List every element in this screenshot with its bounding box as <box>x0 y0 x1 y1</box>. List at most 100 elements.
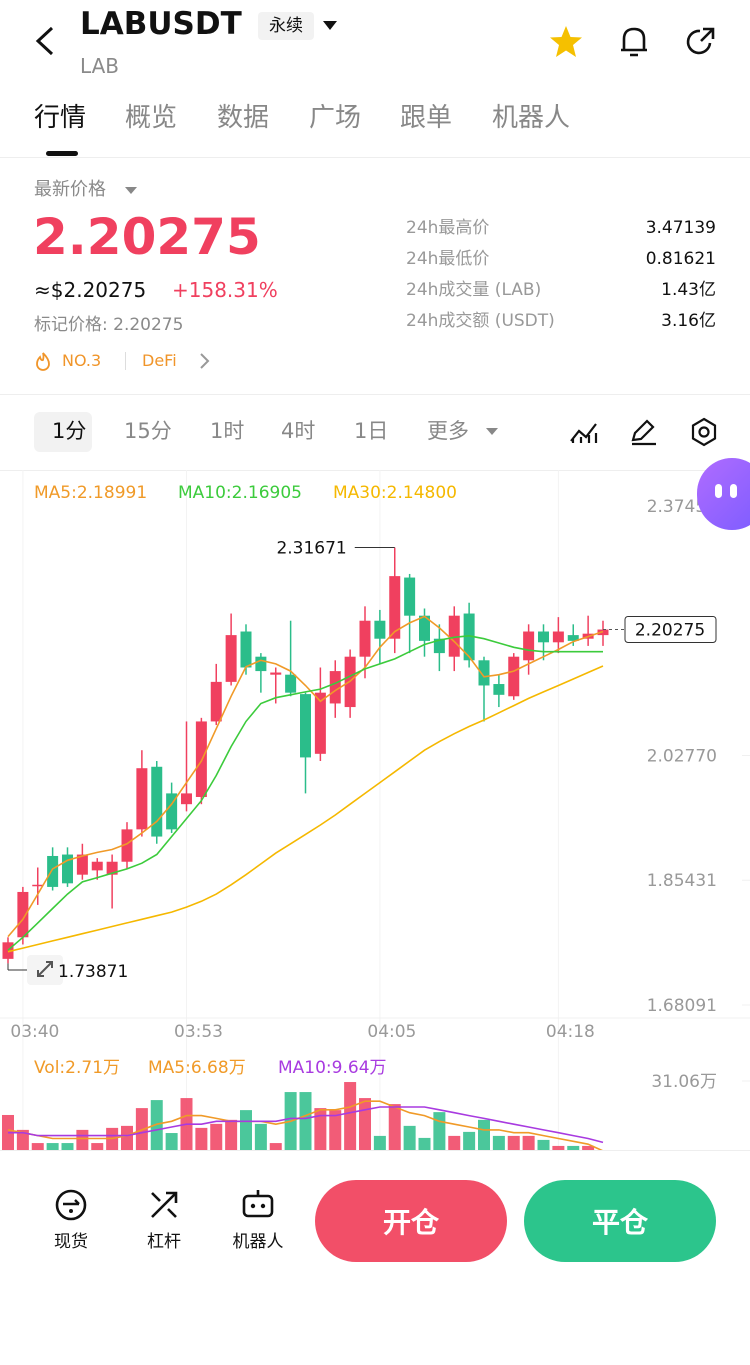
close-button[interactable]: 平仓 <box>524 1180 716 1262</box>
tab[interactable]: 概览 <box>125 103 178 133</box>
rank[interactable]: NO.3 <box>62 351 102 370</box>
stat-value: 3.47139 <box>645 218 716 238</box>
ma-line <box>7 615 604 938</box>
stat-label: 24h最高价 <box>406 218 490 238</box>
candle-body <box>508 656 520 697</box>
candle-body <box>433 638 445 654</box>
draw-icon[interactable] <box>629 418 659 446</box>
candle-body <box>463 613 475 661</box>
back-icon[interactable] <box>30 24 60 58</box>
tool-label[interactable]: 杠杆 <box>147 1232 181 1252</box>
interval[interactable]: 1日 <box>354 419 389 443</box>
candle-body <box>255 656 267 672</box>
volume-bar <box>567 1145 580 1150</box>
dropdown-icon[interactable] <box>322 20 338 32</box>
star-icon[interactable] <box>548 24 584 60</box>
price-change: +158.31% <box>172 278 278 302</box>
stat-label: 24h成交量 (LAB) <box>406 280 542 300</box>
candle-body <box>538 631 549 643</box>
last-price-box <box>624 616 717 644</box>
bot-icon[interactable] <box>240 1186 276 1222</box>
tab[interactable]: 数据 <box>217 103 270 133</box>
tab-indicator <box>46 151 78 156</box>
volume-legend: MA10:9.64万 <box>278 1058 387 1078</box>
interval[interactable]: 更多 <box>427 419 469 443</box>
divider <box>0 470 750 471</box>
y-tick-label: 31.06万 <box>651 1072 717 1092</box>
tool-label[interactable]: 机器人 <box>232 1232 284 1252</box>
assistant-bubble[interactable] <box>697 458 750 530</box>
interval[interactable]: 1分 <box>52 419 87 443</box>
volume-bar <box>46 1143 59 1150</box>
candle-body <box>359 620 371 657</box>
interval-selected-bg <box>34 412 92 452</box>
volume-bar <box>210 1123 223 1150</box>
share-icon[interactable] <box>683 25 717 59</box>
volume-bar <box>299 1092 312 1150</box>
volume-bar <box>463 1131 476 1150</box>
open-button[interactable]: 开仓 <box>315 1180 507 1262</box>
ma-line <box>7 634 603 951</box>
candle-body <box>478 660 490 686</box>
volume-bar <box>121 1125 133 1150</box>
tab[interactable]: 机器人 <box>492 103 571 133</box>
badge[interactable]: 永续 <box>258 12 314 40</box>
interval[interactable]: 1时 <box>210 419 245 443</box>
volume-bar <box>522 1135 535 1150</box>
indicator-icon[interactable] <box>569 419 599 445</box>
bell-icon[interactable] <box>617 24 651 60</box>
y-tick-label: 2.02770 <box>647 746 717 766</box>
annotation-label: 2.31671 <box>276 539 346 559</box>
interval[interactable]: 15分 <box>124 419 172 443</box>
volume-bar <box>31 1143 44 1150</box>
margin-icon[interactable] <box>146 1187 182 1223</box>
volume-bar <box>492 1135 505 1150</box>
volume-bar <box>507 1135 520 1150</box>
volume-bar <box>76 1129 89 1150</box>
tab[interactable]: 广场 <box>309 103 362 133</box>
last-price: 2.20275 <box>33 208 261 266</box>
candle-body <box>314 692 326 754</box>
volume-bar <box>433 1112 446 1150</box>
candle-body <box>47 855 59 887</box>
volume-bar <box>314 1108 327 1150</box>
candle-body <box>404 577 416 616</box>
symbol: LABUSDT <box>80 6 242 42</box>
spot-icon[interactable] <box>53 1187 89 1223</box>
candle-body <box>523 631 535 661</box>
divider <box>0 157 750 158</box>
last-price-label: 2.20275 <box>635 621 705 641</box>
volume-bar <box>448 1135 461 1150</box>
stat-label: 24h成交额 (USDT) <box>406 311 555 331</box>
volume-bar <box>16 1129 29 1150</box>
dropdown-icon[interactable] <box>485 427 499 437</box>
settings-icon[interactable] <box>689 417 719 447</box>
candle-body <box>300 694 311 758</box>
volume-bar <box>195 1127 208 1150</box>
tool-label[interactable]: 现货 <box>54 1232 88 1252</box>
candle-body <box>121 829 133 862</box>
volume-bar <box>165 1133 178 1150</box>
candle-body <box>225 635 237 682</box>
chevron-icon[interactable] <box>198 352 212 370</box>
bubble-eye <box>730 484 737 498</box>
x-tick-label: 04:18 <box>546 1022 595 1042</box>
tab[interactable]: 行情 <box>34 103 87 133</box>
price-label: 最新价格 <box>34 179 106 200</box>
volume-bar <box>478 1119 490 1150</box>
sector[interactable]: DeFi <box>142 351 177 370</box>
bubble-eye <box>715 484 722 498</box>
chart: 03:40 03:53 04:05 04:182.374502.027701.8543… <box>0 470 750 1150</box>
stat-value: 0.81621 <box>645 249 716 269</box>
dropdown-icon[interactable] <box>124 186 138 196</box>
candle-body <box>32 884 44 887</box>
interval[interactable]: 4时 <box>281 419 316 443</box>
tab[interactable]: 跟单 <box>400 103 453 133</box>
candle-body <box>448 615 460 657</box>
x-tick-label: 04:05 <box>367 1022 416 1042</box>
flame-icon <box>36 352 50 371</box>
candle-body <box>419 615 430 641</box>
candle-body <box>270 672 282 675</box>
candle-body <box>106 861 118 875</box>
